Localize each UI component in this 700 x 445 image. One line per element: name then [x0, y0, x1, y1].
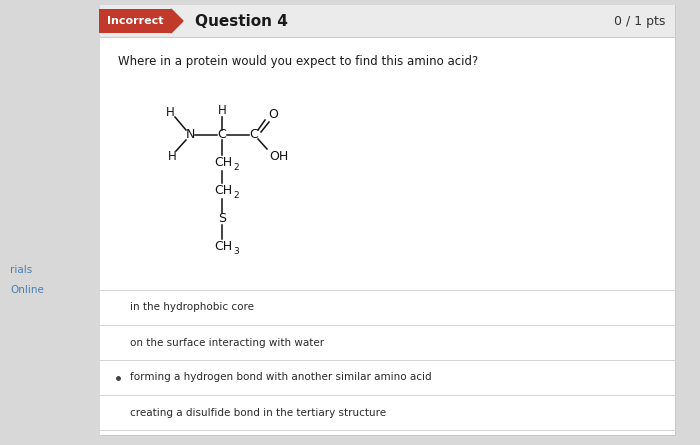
- Text: 3: 3: [233, 247, 239, 255]
- Text: forming a hydrogen bond with another similar amino acid: forming a hydrogen bond with another sim…: [130, 372, 432, 383]
- Text: S: S: [218, 213, 226, 226]
- Text: H: H: [166, 105, 174, 118]
- Text: 2: 2: [233, 162, 239, 171]
- Text: Where in a protein would you expect to find this amino acid?: Where in a protein would you expect to f…: [118, 55, 478, 68]
- Text: rials: rials: [10, 265, 32, 275]
- Text: CH: CH: [214, 240, 232, 254]
- Text: Online: Online: [10, 285, 44, 295]
- FancyBboxPatch shape: [100, 5, 675, 435]
- FancyBboxPatch shape: [100, 37, 675, 435]
- Text: CH: CH: [214, 157, 232, 170]
- Text: N: N: [186, 129, 195, 142]
- Text: 2: 2: [233, 190, 239, 199]
- Text: on the surface interacting with water: on the surface interacting with water: [130, 337, 324, 348]
- FancyBboxPatch shape: [99, 9, 171, 33]
- Text: H: H: [167, 150, 176, 163]
- Text: OH: OH: [270, 150, 288, 163]
- Polygon shape: [171, 9, 183, 33]
- Text: O: O: [268, 109, 278, 121]
- Text: in the hydrophobic core: in the hydrophobic core: [130, 303, 254, 312]
- Text: CH: CH: [214, 185, 232, 198]
- Text: Incorrect: Incorrect: [106, 16, 163, 26]
- Text: H: H: [218, 105, 226, 117]
- Text: creating a disulfide bond in the tertiary structure: creating a disulfide bond in the tertiar…: [130, 408, 386, 417]
- Text: Question 4: Question 4: [195, 13, 288, 28]
- FancyBboxPatch shape: [100, 5, 675, 37]
- Text: C: C: [218, 129, 226, 142]
- Text: C: C: [250, 129, 258, 142]
- Text: 0 / 1 pts: 0 / 1 pts: [614, 15, 665, 28]
